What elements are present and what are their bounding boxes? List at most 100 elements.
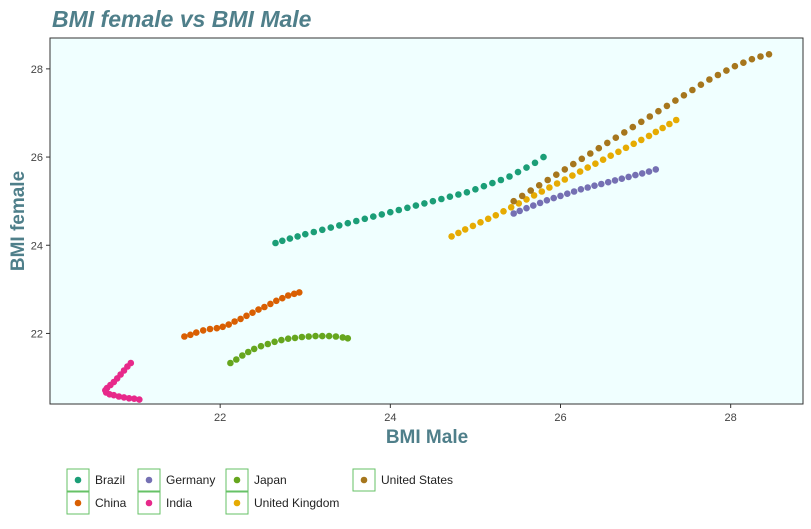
point-china [225, 321, 232, 328]
point-japan [339, 334, 347, 341]
point-japan [344, 335, 352, 342]
point-brazil [395, 206, 403, 214]
point-united-states [629, 123, 637, 131]
point-germany [510, 210, 517, 217]
data-points [102, 51, 773, 403]
point-united-kingdom [546, 184, 553, 191]
legend-item-brazil: Brazil [66, 468, 125, 492]
point-germany [652, 166, 660, 173]
point-brazil [514, 168, 522, 176]
y-tick-label: 26 [31, 152, 43, 164]
point-brazil [279, 237, 286, 245]
point-united-kingdom [461, 226, 469, 233]
point-united-kingdom [584, 164, 591, 171]
point-brazil [310, 228, 318, 236]
legend-item-united-states: United States [352, 468, 453, 492]
point-germany [645, 168, 653, 175]
point-united-kingdom [477, 219, 484, 226]
point-japan [244, 348, 252, 356]
point-united-kingdom [615, 148, 622, 156]
point-germany [577, 186, 585, 193]
point-united-states [765, 51, 773, 58]
legend-label: China [95, 496, 127, 510]
point-brazil [455, 191, 462, 198]
point-united-kingdom [553, 180, 561, 187]
point-japan [298, 333, 306, 341]
point-united-kingdom [561, 176, 569, 183]
point-united-states [689, 86, 696, 94]
point-brazil [540, 153, 547, 161]
legend-item-united-kingdom: United Kingdom [225, 491, 339, 515]
point-united-states [518, 192, 526, 200]
point-india [120, 394, 128, 401]
point-brazil [336, 222, 343, 229]
point-india [110, 391, 118, 399]
point-united-kingdom [538, 188, 546, 195]
point-germany [530, 202, 537, 209]
point-united-states [604, 139, 611, 147]
point-japan [278, 336, 285, 344]
legend-marker [145, 499, 153, 507]
point-united-states [527, 187, 534, 194]
point-germany [523, 204, 530, 212]
point-brazil [378, 211, 386, 218]
point-brazil [302, 230, 309, 238]
legend-marker [233, 499, 241, 507]
point-china [273, 297, 280, 305]
point-brazil [344, 219, 352, 227]
point-united-states [612, 134, 620, 141]
point-china [296, 289, 303, 296]
point-germany [550, 194, 557, 202]
point-united-kingdom [507, 204, 515, 211]
point-united-kingdom [599, 156, 607, 163]
y-tick-label: 28 [31, 64, 43, 76]
point-japan [264, 340, 272, 348]
point-japan [257, 342, 265, 350]
point-brazil [272, 239, 279, 247]
x-axis-ticks: 22 24 26 28 [214, 404, 737, 424]
point-united-states [757, 53, 764, 60]
point-china [237, 315, 244, 323]
point-united-states [740, 59, 747, 66]
point-japan [319, 332, 326, 340]
point-china [181, 333, 188, 340]
y-tick-label: 22 [31, 328, 43, 340]
point-china [290, 290, 298, 298]
point-germany [591, 182, 598, 189]
point-united-kingdom [630, 140, 637, 148]
legend-marker [74, 476, 82, 484]
point-japan [284, 335, 292, 343]
point-china [284, 292, 292, 299]
point-brazil [286, 235, 294, 242]
legend-marker [360, 476, 368, 484]
point-germany [638, 170, 646, 177]
point-united-states [561, 166, 569, 173]
point-united-kingdom [455, 229, 462, 237]
point-united-kingdom [645, 132, 653, 140]
y-tick-label: 24 [31, 240, 43, 252]
point-united-states [587, 150, 594, 157]
point-germany [564, 190, 571, 197]
point-united-states [578, 155, 586, 163]
point-united-states [646, 113, 654, 120]
point-china [213, 324, 221, 332]
point-china [255, 306, 262, 313]
point-united-kingdom [515, 200, 523, 207]
point-india [130, 395, 138, 403]
legend-label: United Kingdom [254, 496, 339, 510]
point-united-states [621, 129, 628, 136]
point-united-kingdom [672, 116, 680, 124]
point-united-states [706, 76, 713, 83]
point-united-states [672, 97, 679, 104]
point-germany [536, 199, 544, 207]
point-india [136, 396, 143, 403]
legend-label: India [166, 496, 192, 510]
point-japan [239, 352, 246, 359]
point-united-states [535, 182, 543, 189]
point-brazil [294, 233, 301, 240]
legend-label: Brazil [95, 473, 125, 487]
point-brazil [531, 159, 539, 167]
point-brazil [446, 193, 454, 200]
y-axis-title: BMI female [8, 171, 29, 271]
legend-item-china: China [66, 491, 127, 515]
